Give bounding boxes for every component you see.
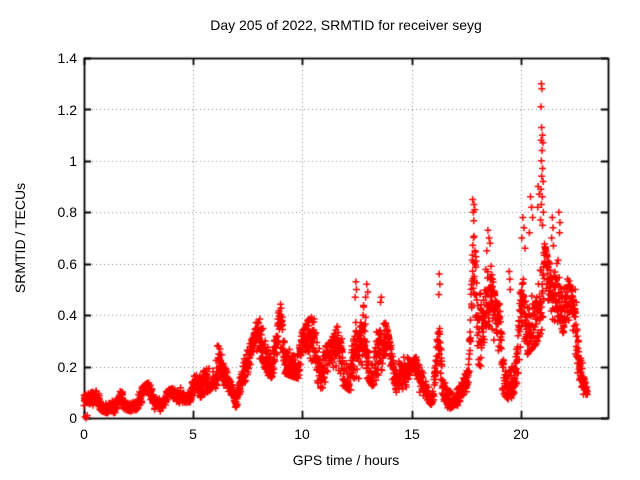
y-tick-label-0-8: 0.8: [57, 204, 77, 220]
x-tick-label-10: 10: [294, 426, 310, 442]
y-tick-label-1-2: 1.2: [57, 102, 77, 118]
x-tick-label-20: 20: [513, 426, 529, 442]
chart-title: Day 205 of 2022, SRMTID for receiver sey…: [210, 17, 482, 33]
x-tick-label-0: 0: [80, 426, 88, 442]
x-tick-label-15: 15: [404, 426, 420, 442]
y-tick-label-1: 1: [69, 153, 77, 169]
y-tick-label-0-2: 0.2: [57, 359, 77, 375]
x-axis-label: GPS time / hours: [292, 452, 400, 468]
x-tick-label-5: 5: [189, 426, 197, 442]
y-tick-label-0-4: 0.4: [57, 307, 77, 323]
y-axis-label: SRMTID / TECUs: [12, 182, 28, 294]
y-tick-label-1-4: 1.4: [57, 50, 77, 66]
y-tick-label-0: 0: [69, 410, 77, 426]
y-tick-label-0-6: 0.6: [57, 256, 77, 272]
